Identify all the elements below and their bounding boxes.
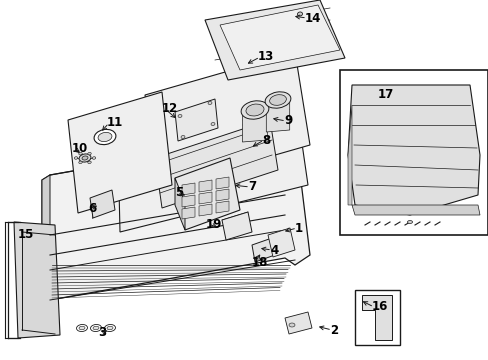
Text: 13: 13 xyxy=(258,50,274,63)
Ellipse shape xyxy=(74,157,78,159)
Polygon shape xyxy=(68,92,172,213)
Polygon shape xyxy=(90,190,115,218)
Polygon shape xyxy=(216,177,228,189)
Polygon shape xyxy=(339,70,487,235)
Text: 10: 10 xyxy=(72,141,88,154)
Polygon shape xyxy=(351,205,479,215)
Ellipse shape xyxy=(104,324,115,332)
Polygon shape xyxy=(220,5,339,70)
Polygon shape xyxy=(145,52,309,188)
Polygon shape xyxy=(285,312,311,334)
Text: 4: 4 xyxy=(269,243,278,256)
Polygon shape xyxy=(347,85,479,215)
Polygon shape xyxy=(42,175,50,300)
Polygon shape xyxy=(204,0,345,80)
Ellipse shape xyxy=(241,101,268,119)
Text: 1: 1 xyxy=(294,221,303,234)
Text: 11: 11 xyxy=(107,117,123,130)
Ellipse shape xyxy=(87,152,91,155)
Ellipse shape xyxy=(207,102,212,104)
Polygon shape xyxy=(354,290,399,345)
Polygon shape xyxy=(347,105,351,205)
Ellipse shape xyxy=(87,161,91,163)
Ellipse shape xyxy=(79,161,82,163)
Ellipse shape xyxy=(178,114,182,117)
Text: 8: 8 xyxy=(262,134,270,147)
Polygon shape xyxy=(199,180,212,192)
Ellipse shape xyxy=(288,323,294,327)
Polygon shape xyxy=(361,295,391,340)
Polygon shape xyxy=(42,132,309,300)
Polygon shape xyxy=(242,110,267,142)
Polygon shape xyxy=(199,204,212,216)
Ellipse shape xyxy=(269,95,286,105)
Ellipse shape xyxy=(93,326,99,330)
Text: 14: 14 xyxy=(305,12,321,24)
Text: 17: 17 xyxy=(377,89,393,102)
Text: 18: 18 xyxy=(251,256,268,270)
Ellipse shape xyxy=(94,129,116,145)
Ellipse shape xyxy=(90,324,102,332)
Polygon shape xyxy=(182,183,195,195)
Text: 16: 16 xyxy=(371,301,387,314)
Text: 5: 5 xyxy=(175,186,183,199)
Polygon shape xyxy=(182,195,195,207)
Text: 19: 19 xyxy=(205,217,222,230)
Text: 6: 6 xyxy=(88,202,96,215)
Polygon shape xyxy=(14,222,60,338)
Ellipse shape xyxy=(79,152,82,155)
Text: 3: 3 xyxy=(98,327,106,339)
Polygon shape xyxy=(216,189,228,201)
Ellipse shape xyxy=(264,92,290,108)
Polygon shape xyxy=(216,201,228,213)
Text: 7: 7 xyxy=(247,180,256,194)
Text: 15: 15 xyxy=(18,228,34,240)
Ellipse shape xyxy=(79,326,85,330)
Polygon shape xyxy=(175,158,240,230)
Ellipse shape xyxy=(107,326,113,330)
Ellipse shape xyxy=(211,122,215,126)
Ellipse shape xyxy=(76,324,87,332)
Text: 2: 2 xyxy=(329,324,337,337)
Ellipse shape xyxy=(297,12,302,16)
Polygon shape xyxy=(175,178,184,230)
Polygon shape xyxy=(155,120,278,208)
Ellipse shape xyxy=(98,132,112,141)
Polygon shape xyxy=(267,228,294,257)
Polygon shape xyxy=(182,207,195,219)
Polygon shape xyxy=(266,100,289,132)
Polygon shape xyxy=(251,238,274,262)
Ellipse shape xyxy=(245,104,264,116)
Text: 12: 12 xyxy=(162,102,178,114)
Polygon shape xyxy=(175,99,218,141)
Text: 9: 9 xyxy=(284,114,292,127)
Polygon shape xyxy=(222,212,251,240)
Ellipse shape xyxy=(407,220,412,224)
Polygon shape xyxy=(118,95,307,232)
Polygon shape xyxy=(199,192,212,204)
Ellipse shape xyxy=(92,157,96,159)
Ellipse shape xyxy=(82,156,88,160)
Ellipse shape xyxy=(181,135,184,139)
Ellipse shape xyxy=(79,154,91,162)
